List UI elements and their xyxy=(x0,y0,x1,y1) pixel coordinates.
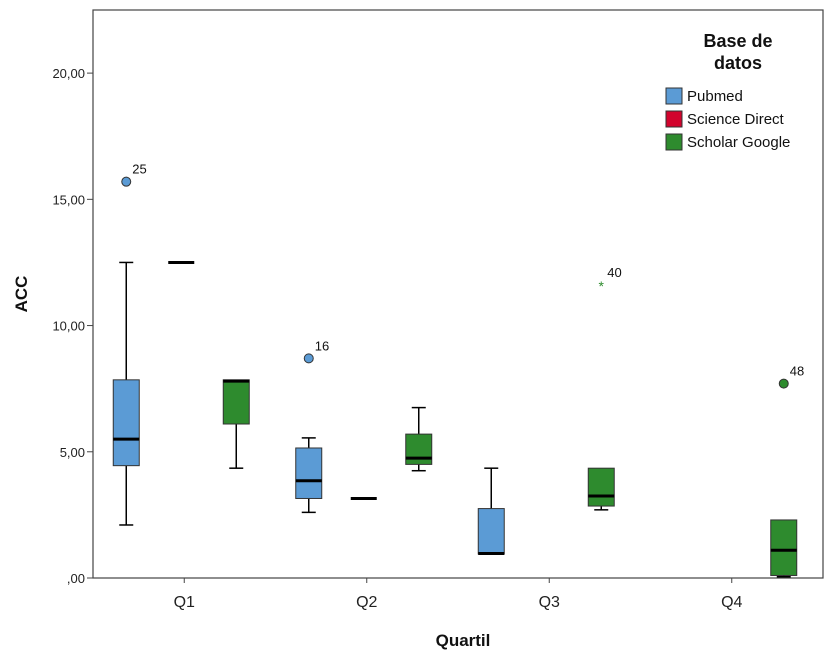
outlier-point xyxy=(778,378,789,389)
plot-frame xyxy=(92,9,824,579)
x-tick-label: Q4 xyxy=(721,594,742,611)
legend-swatch xyxy=(665,133,683,151)
outlier-label: 40 xyxy=(607,265,621,280)
box-body xyxy=(587,467,615,507)
box-body xyxy=(405,433,433,465)
box-body xyxy=(770,519,798,576)
outlier-point xyxy=(303,353,314,364)
legend-swatch xyxy=(665,110,683,128)
x-tick-label: Q1 xyxy=(174,594,195,611)
box-body xyxy=(112,379,140,467)
legend-label: Science Direct xyxy=(687,111,785,128)
legend-label: Scholar Google xyxy=(687,134,790,151)
box-body xyxy=(222,379,250,425)
y-tick-label: 15,00 xyxy=(52,192,85,207)
legend-label: Pubmed xyxy=(687,88,743,105)
outlier-star: * xyxy=(599,278,605,294)
legend-title-line: datos xyxy=(714,53,762,73)
y-tick-label: 5,00 xyxy=(60,445,85,460)
outlier-point xyxy=(121,176,132,187)
box-body xyxy=(477,508,505,555)
legend-swatch xyxy=(665,87,683,105)
x-tick-label: Q3 xyxy=(539,594,560,611)
x-tick-label: Q2 xyxy=(356,594,377,611)
outlier-label: 16 xyxy=(315,338,329,353)
x-axis-title: Quartil xyxy=(436,631,491,650)
y-tick-label: 20,00 xyxy=(52,66,85,81)
legend-title-line: Base de xyxy=(703,31,772,51)
outlier-label: 48 xyxy=(790,364,804,379)
y-axis-title: ACC xyxy=(12,276,31,313)
box-body xyxy=(295,447,323,499)
outlier-label: 25 xyxy=(132,162,146,177)
y-tick-label: ,00 xyxy=(67,571,85,586)
y-tick-label: 10,00 xyxy=(52,319,85,334)
